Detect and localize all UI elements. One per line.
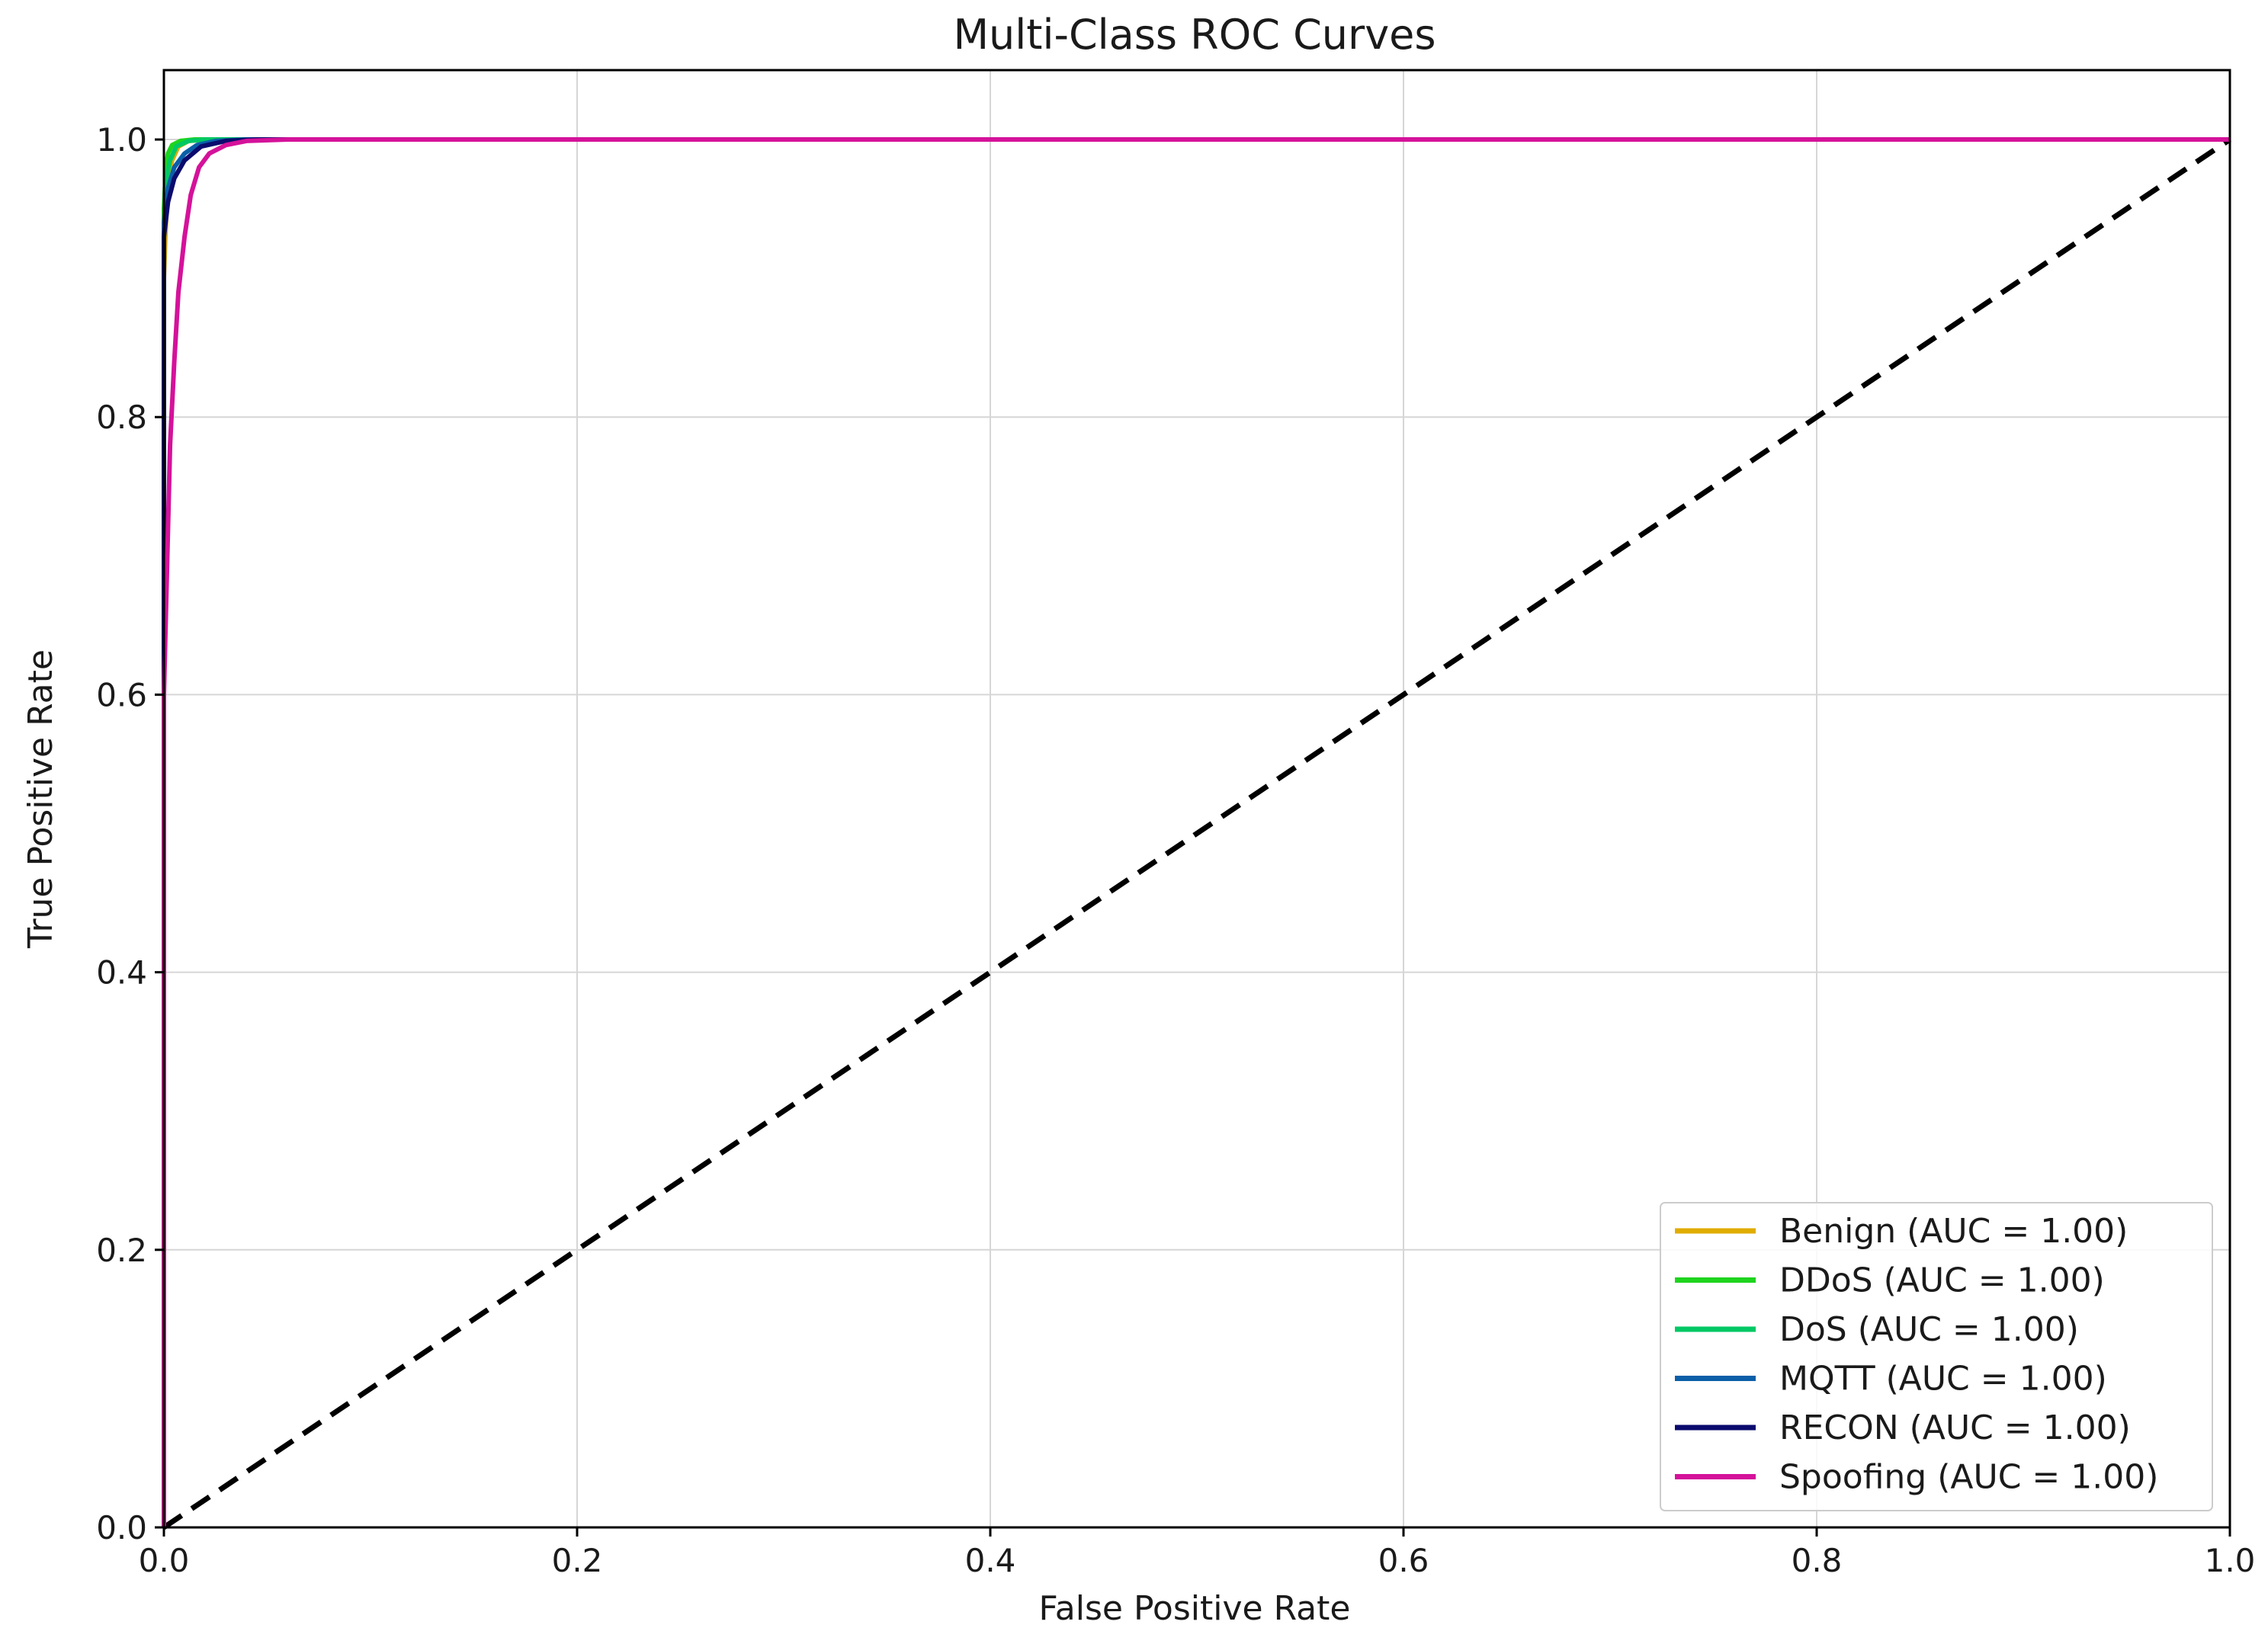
legend-label: DoS (AUC = 1.00): [1779, 1310, 2079, 1349]
x-axis-title: False Positive Rate: [1039, 1589, 1351, 1628]
y-tick-label: 0.6: [96, 676, 147, 713]
x-tick-label: 0.8: [1792, 1542, 1843, 1579]
y-axis-ticks: 0.0 0.2 0.4 0.6 0.8 1.0: [96, 121, 164, 1546]
series-layer: [162, 137, 2230, 1527]
x-axis-ticks: 0.0 0.2 0.4 0.6 0.8 1.0: [139, 1527, 2256, 1579]
legend-label: MQTT (AUC = 1.00): [1779, 1360, 2107, 1399]
y-tick-label: 1.0: [96, 121, 147, 159]
legend-items: Benign (AUC = 1.00) DDoS (AUC = 1.00) DoS …: [1675, 1212, 2158, 1497]
x-tick-label: 1.0: [2205, 1542, 2256, 1579]
x-tick-label: 0.4: [965, 1542, 1016, 1579]
legend-label: RECON (AUC = 1.00): [1779, 1408, 2131, 1447]
y-tick-label: 0.4: [96, 954, 147, 992]
chart-title: Multi-Class ROC Curves: [953, 11, 1436, 59]
legend-label: Benign (AUC = 1.00): [1779, 1212, 2128, 1251]
y-tick-label: 0.2: [96, 1232, 147, 1269]
legend-label: Spoofing (AUC = 1.00): [1779, 1458, 2158, 1497]
legend-box: [1660, 1202, 2213, 1511]
y-tick-label: 0.8: [96, 399, 147, 436]
roc-curve-6: [162, 137, 2230, 1527]
reference-line-layer: [162, 137, 2231, 1530]
y-axis-title: True Positive Rate: [21, 649, 60, 949]
reference-diagonal-line: [162, 137, 2231, 1530]
x-tick-label: 0.0: [139, 1542, 190, 1579]
legend: Benign (AUC = 1.00) DDoS (AUC = 1.00) DoS …: [1660, 1202, 2213, 1511]
x-tick-label: 0.2: [552, 1542, 603, 1579]
plot-frame: [162, 69, 2231, 1529]
x-tick-label: 0.6: [1378, 1542, 1429, 1579]
legend-label: DDoS (AUC = 1.00): [1779, 1261, 2105, 1300]
grid-lines: [163, 70, 2231, 1528]
y-tick-label: 0.0: [96, 1509, 147, 1546]
